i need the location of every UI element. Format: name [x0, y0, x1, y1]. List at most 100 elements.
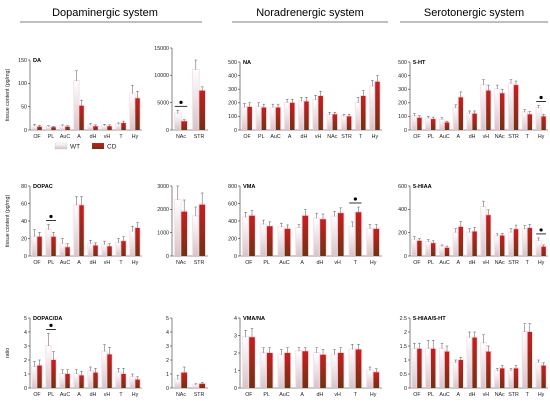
x-tick-label: Hy	[370, 260, 377, 266]
bar-wt	[46, 346, 51, 388]
bar-cd	[199, 90, 206, 130]
x-tick-label: PL	[48, 260, 55, 266]
x-tick-label: dH	[316, 260, 323, 266]
bar-wt	[313, 218, 320, 256]
y-tick-label: 3	[166, 344, 169, 350]
bar-cd	[500, 368, 505, 388]
bar-cd	[458, 360, 464, 388]
bar-cd	[302, 215, 309, 256]
bar-wt	[481, 207, 486, 256]
bar-cd	[486, 90, 491, 130]
x-tick-label: AuC	[60, 392, 70, 398]
bar-wt	[508, 232, 514, 256]
bar-cd	[199, 204, 206, 256]
bar-cd	[284, 353, 291, 388]
bar-cd	[541, 116, 546, 130]
bar-wt	[88, 125, 93, 130]
y-tick-label: 2.5	[400, 316, 407, 322]
significance-asterisk	[179, 100, 183, 104]
bar-cd	[375, 81, 380, 130]
bar-wt	[439, 348, 445, 388]
x-tick-label: A	[300, 260, 304, 266]
bar-cd	[302, 351, 309, 388]
bar-wt	[278, 354, 285, 388]
y-tick-label: 0	[24, 254, 27, 260]
x-tick-label: STR	[508, 392, 519, 398]
x-tick-label: Hy	[538, 260, 545, 266]
x-tick-label: OF	[33, 260, 41, 266]
x-tick-label: Hy	[538, 134, 545, 140]
x-tick-label: STR	[194, 260, 205, 266]
y-tick-label: 4	[24, 330, 27, 336]
y-tick-label: 5	[24, 316, 27, 322]
x-tick-label: vH	[334, 260, 341, 266]
bar-wt	[102, 351, 107, 388]
bar-cd	[65, 247, 70, 256]
bar-wt	[494, 89, 500, 130]
bar-wt	[522, 112, 527, 130]
bar-wt	[425, 242, 431, 256]
bar-wt	[367, 370, 373, 388]
y-tick-label: 0	[404, 254, 407, 260]
y-tick-label: 15000	[154, 46, 169, 52]
x-tick-label: T	[526, 260, 530, 266]
x-tick-label: PL	[258, 134, 265, 140]
bar-cd	[37, 126, 42, 130]
panel-label: DOPAC	[33, 184, 53, 190]
x-tick-label: dH	[90, 392, 97, 398]
x-tick-label: OF	[413, 392, 421, 398]
bar-wt	[296, 351, 302, 388]
bar-cd	[527, 228, 533, 256]
x-tick-label: PL	[427, 392, 434, 398]
x-tick-label: dH	[469, 260, 476, 266]
section-title-dopaminergic: Dopaminergic system	[52, 7, 158, 19]
bar-wt	[32, 236, 37, 256]
bar-cd	[320, 354, 326, 388]
x-tick-label: A	[288, 134, 292, 140]
y-tick-label: 1.5	[400, 344, 407, 350]
bar-cd	[135, 98, 140, 130]
x-tick-label: vH	[483, 134, 490, 140]
bar-cd	[373, 372, 380, 388]
bar-wt	[536, 362, 541, 388]
bar-cd	[513, 229, 519, 256]
bar-cd	[51, 236, 56, 256]
y-axis-label: tissue content (pg/mg)	[5, 69, 11, 122]
bar-cd	[355, 212, 362, 256]
bar-cd	[431, 119, 436, 130]
bar-wt	[536, 240, 541, 256]
y-tick-label: 100	[398, 114, 407, 120]
bar-cd	[500, 93, 505, 130]
y-tick-label: 4	[234, 316, 237, 322]
bar-cd	[373, 228, 380, 256]
legend-label-cd: CD	[107, 144, 117, 151]
bar-wt	[313, 100, 318, 130]
x-tick-label: Hy	[538, 392, 545, 398]
y-tick-label: 10000	[154, 73, 169, 79]
bar-wt	[536, 108, 541, 130]
bar-cd	[121, 241, 126, 256]
x-tick-label: T	[119, 134, 123, 140]
bar-wt	[130, 376, 135, 388]
y-tick-label: 1000	[157, 230, 169, 236]
bar-wt	[327, 115, 332, 130]
bar-cd	[337, 353, 344, 388]
x-tick-label: PL	[263, 260, 270, 266]
y-tick-label: 2	[404, 330, 407, 336]
bar-wt	[508, 83, 514, 130]
bar-cd	[486, 351, 491, 388]
bar-cd	[79, 375, 84, 388]
bar-cd	[93, 126, 98, 130]
bar-wt	[102, 244, 107, 256]
bar-cd	[527, 114, 533, 130]
bar-cd	[249, 215, 255, 256]
x-tick-label: PL	[263, 392, 270, 398]
x-tick-label: NAc	[495, 392, 505, 398]
y-tick-label: 400	[228, 73, 237, 79]
x-tick-label: dH	[301, 134, 308, 140]
bar-wt	[60, 243, 65, 256]
bar-cd	[337, 213, 344, 256]
bar-wt	[74, 374, 79, 388]
y-tick-label: 0	[166, 128, 169, 134]
bar-cd	[107, 246, 112, 256]
